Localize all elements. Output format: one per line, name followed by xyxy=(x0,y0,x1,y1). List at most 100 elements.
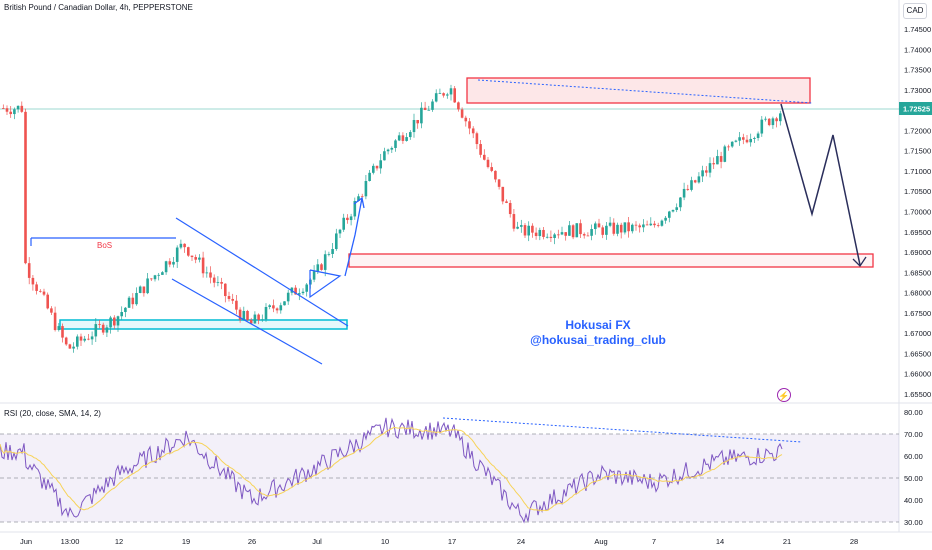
rsi-tick-label: 60.00 xyxy=(904,452,923,461)
candle-body xyxy=(534,232,538,237)
rsi-title: RSI (20, close, SMA, 14, 2) xyxy=(4,409,101,418)
candle-body xyxy=(142,286,146,294)
currency-button[interactable]: CAD xyxy=(903,3,927,19)
candle-body xyxy=(175,247,179,262)
candle-body xyxy=(446,94,449,96)
candle-body xyxy=(31,277,35,285)
candle-body xyxy=(527,225,530,236)
supply-zone[interactable] xyxy=(466,77,811,104)
candle-body xyxy=(76,336,79,347)
candle-body xyxy=(120,312,123,317)
price-axis[interactable]: 1.745001.740001.735001.730001.725001.720… xyxy=(904,25,931,399)
channel-upper[interactable] xyxy=(175,217,349,327)
candle-body xyxy=(268,305,271,307)
candle-body xyxy=(238,309,242,320)
candle-body xyxy=(479,144,482,155)
candle-body xyxy=(416,119,419,124)
demand-zone-target[interactable] xyxy=(348,253,874,268)
candle-body xyxy=(205,272,209,274)
dividend-event-icon[interactable]: ⚡ xyxy=(777,388,791,402)
rsi-tick-label: 70.00 xyxy=(904,430,923,439)
candle-body xyxy=(272,305,275,309)
candle-body xyxy=(335,233,338,250)
last-price-badge xyxy=(899,102,932,115)
demand-zone-june[interactable] xyxy=(59,319,348,330)
candle-body xyxy=(601,227,604,235)
rsi-axis[interactable]: 80.00 70.00 60.00 50.00 40.00 30.00 xyxy=(904,408,923,527)
candle-body xyxy=(490,167,493,171)
price-tick-label: 1.67500 xyxy=(904,309,931,318)
projection-arrow-head xyxy=(852,256,867,268)
candle-body xyxy=(157,274,160,276)
candle-body xyxy=(323,254,327,270)
candle-body xyxy=(586,235,590,237)
candle-body xyxy=(90,336,94,340)
candle-body xyxy=(656,225,660,226)
candle-body xyxy=(531,225,534,233)
candle-body xyxy=(301,291,305,294)
candle-body xyxy=(190,255,194,258)
candle-body xyxy=(153,275,157,280)
time-tick-label: 19 xyxy=(182,537,190,546)
candle-body xyxy=(564,232,567,236)
candle-body xyxy=(246,310,249,320)
price-tick-label: 1.71500 xyxy=(904,147,931,156)
candle-body xyxy=(39,290,42,292)
candle-body xyxy=(682,188,686,198)
price-tick-label: 1.69500 xyxy=(904,228,931,237)
candle-body xyxy=(386,149,390,152)
candle-body xyxy=(571,225,575,238)
candle-body xyxy=(486,159,490,168)
candle-body xyxy=(2,108,5,109)
candle-body xyxy=(623,222,627,233)
candle-body xyxy=(94,324,98,337)
projection-path xyxy=(780,103,861,266)
candle-body xyxy=(338,229,342,234)
price-tick-label: 1.68000 xyxy=(904,289,931,298)
breakout-arrow xyxy=(344,197,363,277)
candle-body xyxy=(372,165,375,173)
candle-body xyxy=(342,217,345,230)
candle-body xyxy=(294,287,297,295)
candle-body xyxy=(608,222,612,226)
candle-body xyxy=(723,146,727,162)
candle-body xyxy=(664,217,667,221)
candle-body xyxy=(420,107,423,124)
channel-lower[interactable] xyxy=(171,278,323,365)
candle-body xyxy=(693,180,697,183)
candle-body xyxy=(660,220,664,226)
time-axis[interactable]: Jun 13:00 12 19 26 Jul 10 17 24 Aug 7 14 21 28 xyxy=(20,537,858,546)
candle-body xyxy=(727,146,730,148)
candle-body xyxy=(512,214,516,229)
candle-body xyxy=(379,160,382,169)
candle-body xyxy=(168,261,172,265)
candle-body xyxy=(146,278,149,294)
candle-body xyxy=(764,118,767,120)
candle-body xyxy=(742,137,745,140)
candle-body xyxy=(668,211,671,218)
candle-body xyxy=(394,140,397,148)
candle-body xyxy=(242,310,246,320)
candle-body xyxy=(375,165,379,169)
candle-body xyxy=(453,88,456,103)
candle-body xyxy=(756,133,760,138)
candle-body xyxy=(412,119,416,133)
candle-body xyxy=(397,135,401,141)
candle-body xyxy=(775,118,778,122)
candle-body xyxy=(653,223,656,226)
candle-body xyxy=(508,202,512,215)
pennant[interactable] xyxy=(309,269,342,299)
candle-body xyxy=(438,93,442,94)
candle-body xyxy=(708,163,712,173)
candle-body xyxy=(212,277,216,283)
candle-body xyxy=(113,317,116,326)
candle-body xyxy=(357,196,360,202)
candle-body xyxy=(101,324,105,333)
candle-body xyxy=(164,261,168,273)
candle-body xyxy=(749,138,752,143)
candle-body xyxy=(116,316,120,326)
candle-body xyxy=(194,257,197,260)
candle-body xyxy=(627,222,630,232)
candle-body xyxy=(253,314,257,324)
